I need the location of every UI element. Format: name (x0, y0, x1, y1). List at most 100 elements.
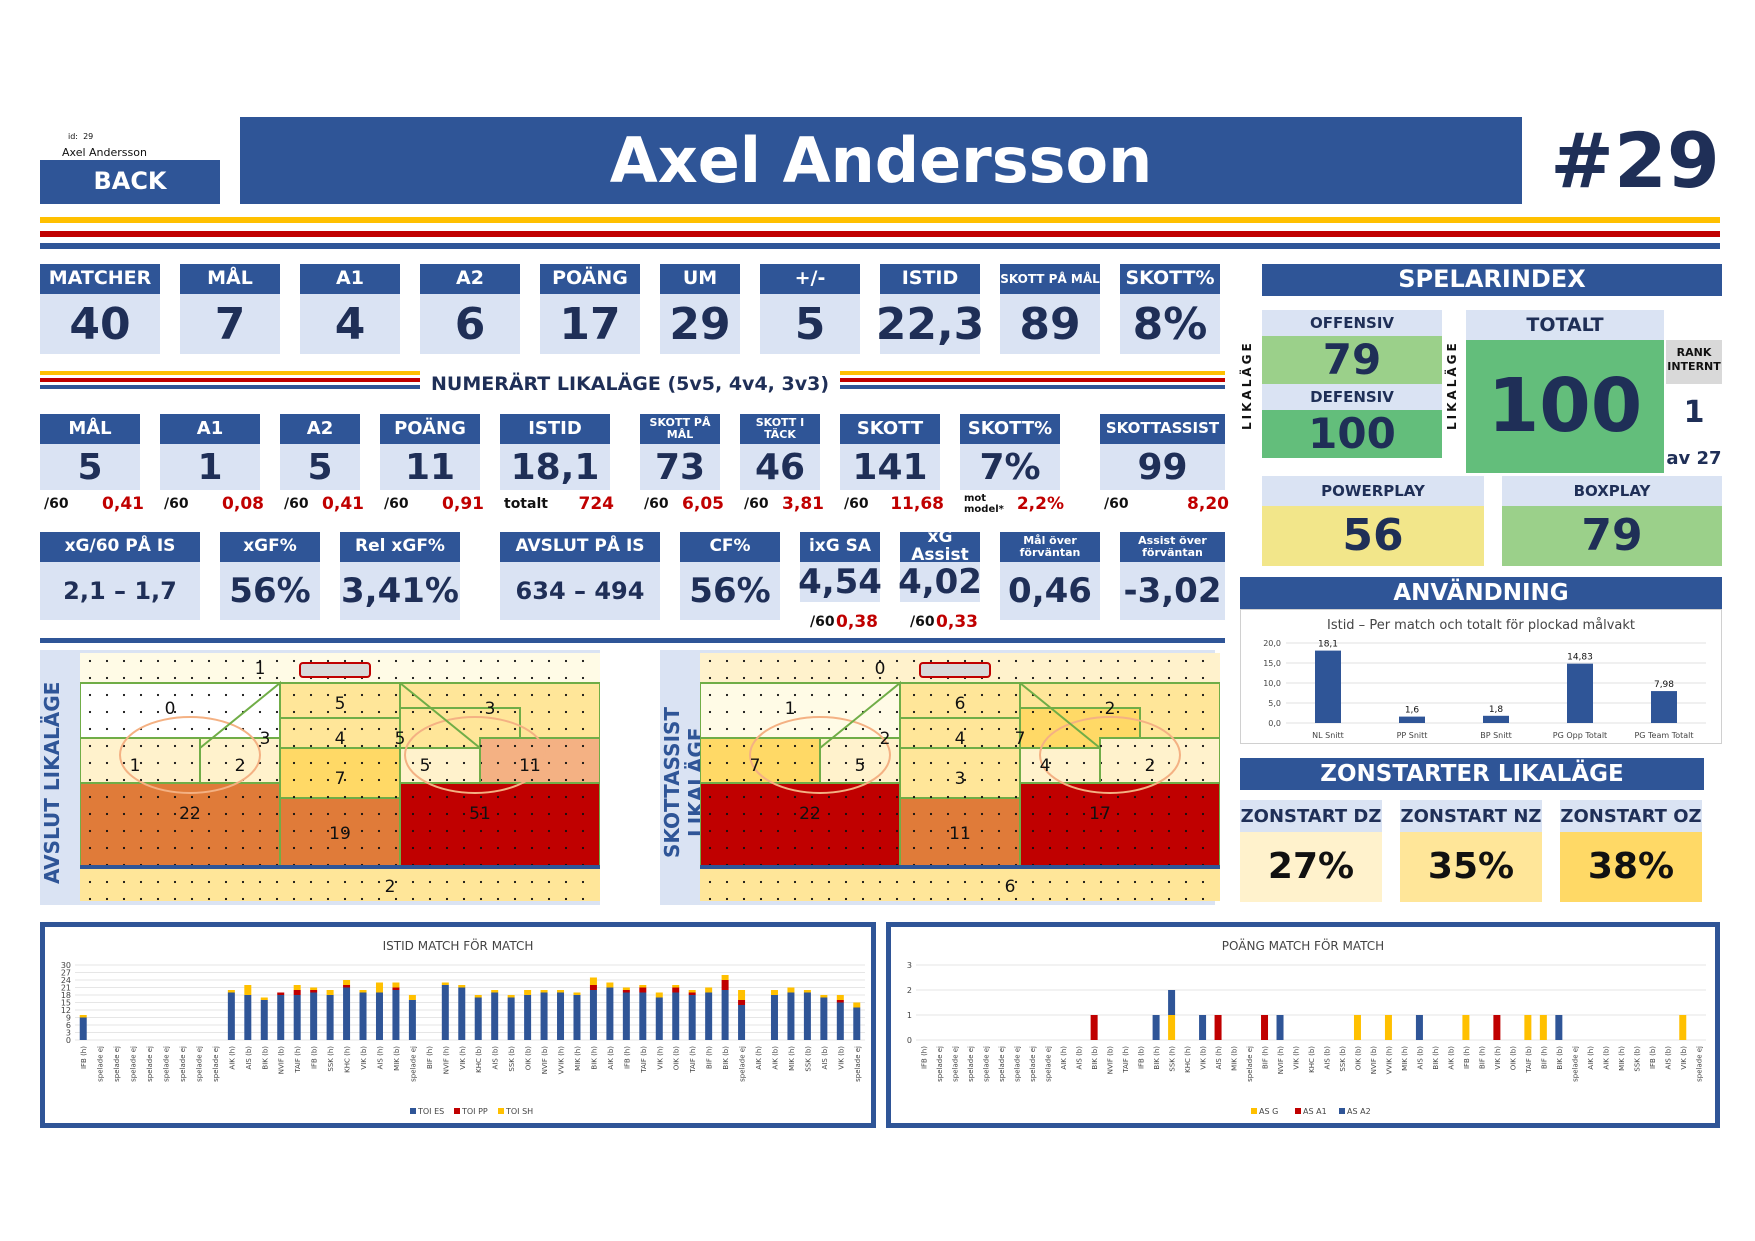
stat-per60: /60 0,41 (284, 494, 364, 514)
x-category: spelade ej (1695, 1046, 1703, 1082)
series-bar (787, 992, 795, 1040)
series-bar (672, 987, 680, 993)
series-bar (573, 995, 581, 1040)
x-category: BIF (h) (706, 1046, 714, 1069)
stat-value: 4,54 (798, 562, 882, 602)
x-category: NVIF (b) (541, 1046, 549, 1075)
back-button[interactable]: BACK (40, 160, 220, 204)
series-bar (79, 1015, 87, 1018)
powerplay-value: 56 (1262, 506, 1484, 566)
x-category: BIK (b) (1556, 1046, 1564, 1070)
zone-count: 4 (335, 729, 346, 749)
y-tick: 3 (66, 1029, 71, 1038)
zone-count: 7 (335, 769, 346, 789)
series-bar (1555, 1015, 1563, 1040)
usage-chart: Istid – Per match och totalt för plockad… (1240, 609, 1722, 744)
stat-label: SKOTT I TÄCK (740, 414, 820, 444)
x-category: AIK (b) (1602, 1046, 1610, 1070)
x-category: NVIF (b) (278, 1046, 286, 1075)
series-bar (655, 997, 663, 1040)
series-bar (853, 1002, 861, 1008)
x-category: MIK (h) (574, 1046, 582, 1071)
x-category: BIF (h) (1262, 1046, 1270, 1069)
series-bar (1152, 1015, 1160, 1040)
zone-count: 3 (955, 769, 966, 789)
per60-value: 2,2% (1016, 494, 1064, 514)
y-tick: 12 (61, 1006, 71, 1015)
series-bar (260, 997, 268, 1000)
x-category: VIK (b) (360, 1046, 368, 1070)
series-bar (343, 987, 351, 1040)
zone-count: 2 (385, 877, 396, 897)
right-stripes (840, 371, 1225, 389)
series-bar (474, 995, 482, 998)
stat-label: A1 (300, 264, 400, 294)
x-category: IFB (b) (311, 1046, 319, 1069)
stat-label: A1 (160, 414, 260, 444)
legend-swatch (1251, 1108, 1257, 1114)
series-bar (293, 990, 301, 995)
series-bar (474, 997, 482, 1040)
y-tick: 2 (907, 986, 912, 995)
x-category: VVIK (h) (1385, 1046, 1393, 1075)
x-category: SSK (b) (508, 1046, 516, 1072)
series-bar (441, 985, 449, 1040)
powerplay-label: POWERPLAY (1262, 476, 1484, 506)
stat-label: CF% (680, 532, 780, 562)
stat-value: 11 (380, 444, 480, 490)
legend-label: TOI ES (417, 1107, 444, 1116)
usage-category: PG Opp Totalt (1553, 731, 1607, 740)
rank-label: RANK INTERNT (1666, 340, 1722, 384)
x-category: TAIF (h) (294, 1046, 302, 1074)
legend-label: AS G (1259, 1107, 1278, 1116)
series-bar (606, 987, 614, 1040)
stat-label: A2 (280, 414, 360, 444)
x-category: AIS (b) (1076, 1046, 1084, 1070)
zone-start-label: ZONSTART DZ (1240, 800, 1382, 832)
per60-label: totalt (504, 496, 548, 512)
usage-data-label: 1,8 (1489, 705, 1504, 715)
stat-value: 56% (220, 562, 320, 620)
stat-label: MÅL (180, 264, 280, 294)
series-bar (655, 992, 663, 998)
series-bar (1168, 1015, 1176, 1040)
x-category: VIK (h) (459, 1046, 467, 1070)
series-bar (507, 997, 515, 1040)
series-bar (622, 987, 630, 990)
zone-count: 3 (485, 699, 496, 719)
zone-count: 1 (255, 659, 266, 679)
stat-value: 7% (960, 444, 1060, 490)
offensiv-value: 79 (1262, 336, 1442, 384)
stat-label: ISTID (880, 264, 980, 294)
usage-bar (1483, 715, 1509, 723)
per60-label: /60 (844, 496, 869, 512)
usage-bar (1315, 650, 1341, 723)
series-bar (1199, 1015, 1207, 1040)
series-bar (392, 990, 400, 1040)
series-bar (326, 995, 334, 1040)
totalt-label: TOTALT (1466, 310, 1664, 340)
series-bar (770, 995, 778, 1040)
small-player-name: Axel Andersson (62, 146, 147, 159)
stat-value: 17 (540, 294, 640, 354)
stat-per60: /60 8,20 (1104, 494, 1229, 514)
per60-value: 724 (578, 494, 615, 514)
zone-start-value: 27% (1240, 832, 1382, 902)
x-category: BIF (h) (1478, 1046, 1486, 1069)
zone-count: 0 (165, 699, 176, 719)
x-category: AIK (h) (755, 1046, 763, 1070)
zone-count: 51 (469, 804, 491, 824)
series-bar (672, 985, 680, 988)
usage-bar (1567, 663, 1593, 723)
x-category: VIK (h) (1494, 1046, 1502, 1070)
series-bar (491, 992, 499, 1040)
zone-count: 3 (260, 729, 271, 749)
x-category: BIF (h) (426, 1046, 434, 1069)
stat-value: 3,41% (340, 562, 460, 620)
x-category: AIS (b) (821, 1046, 829, 1070)
x-category: spelade ej (179, 1046, 187, 1082)
stat-label: SKOTT% (960, 414, 1060, 444)
